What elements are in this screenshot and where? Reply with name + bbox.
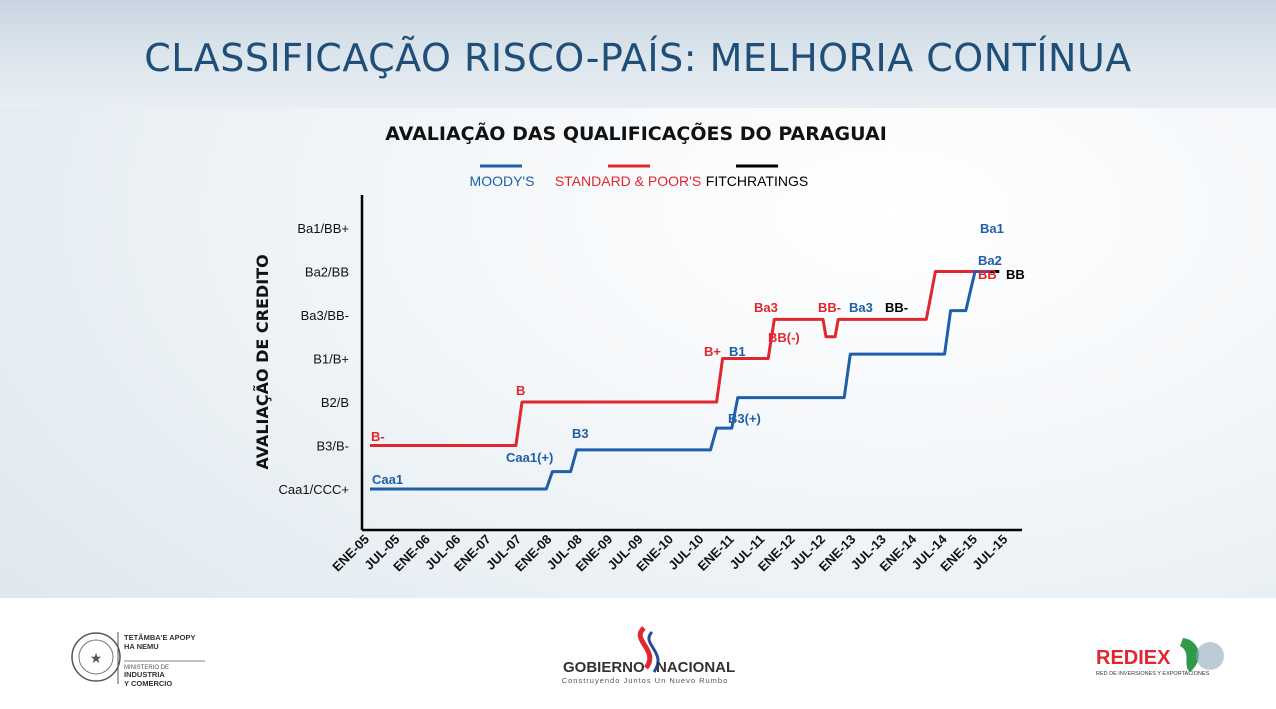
- label-fitch-bb: BB: [1006, 267, 1025, 282]
- label-moodys-caa1-plus: Caa1(+): [506, 450, 553, 465]
- legend: MOODY'S STANDARD & POOR'S FITCHRATINGS: [470, 164, 808, 189]
- y-tick-label: Ba1/BB+: [297, 221, 349, 236]
- left-logo-line-5: Y COMERCIO: [124, 679, 172, 688]
- right-logo-word: REDIEX: [1096, 647, 1171, 669]
- chart-panel: [0, 108, 1276, 598]
- legend-label-sp: STANDARD & POOR'S: [555, 173, 701, 189]
- series-line-sp: [370, 270, 994, 447]
- label-moodys-b3: B3: [572, 426, 589, 441]
- seal-inner-icon: [78, 639, 114, 675]
- left-logo-line-1: TETÃMBA'E APOPY: [124, 633, 196, 642]
- center-logo-word-2: NACIONAL: [656, 659, 735, 676]
- legend-label-fitch: FITCHRATINGS: [706, 173, 808, 189]
- seal-icon: [71, 632, 121, 682]
- flag-swoosh-icon: [637, 626, 653, 670]
- left-logo-line-3: MINISTERIO DE: [124, 665, 169, 671]
- center-logo-tagline: Construyendo Juntos Un Nuevo Rumbo: [562, 676, 729, 685]
- series-line-moodys: [370, 270, 994, 491]
- y-tick-label: B3/B-: [316, 439, 349, 454]
- label-sp-bb: BB: [978, 267, 997, 282]
- label-sp-b-plus: B+: [704, 344, 721, 359]
- center-logo: GOBIERNO NACIONAL Construyendo Juntos Un…: [562, 626, 735, 685]
- y-tick-label: B1/B+: [313, 352, 349, 367]
- label-sp-b: B: [516, 383, 525, 398]
- label-sp-bb-paren: BB(-): [768, 330, 800, 345]
- left-logo-line-4: INDUSTRIA: [124, 670, 165, 679]
- label-moodys-ba1: Ba1: [980, 221, 1004, 236]
- center-logo-word-1: GOBIERNO: [563, 659, 645, 676]
- series-lines: [370, 270, 1000, 491]
- right-logo-tagline: RED DE INVERSIONES Y EXPORTACIONES: [1096, 671, 1210, 677]
- label-sp-bb-minus: BB-: [818, 300, 841, 315]
- label-moodys-b3-plus: B3(+): [728, 411, 761, 426]
- label-fitch-bb-minus: BB-: [885, 300, 908, 315]
- chart-title: AVALIAÇÃO DAS QUALIFICAÇÕES DO PARAGUAI: [385, 121, 887, 145]
- left-logo-line-2: HA NEMU: [124, 642, 159, 651]
- y-axis-title: AVALIAÇÃO DE CREDITO: [253, 254, 272, 469]
- y-tick-label: Caa1/CCC+: [279, 482, 349, 497]
- legend-label-moodys: MOODY'S: [470, 173, 535, 189]
- data-labels: Caa1 Caa1(+) B3 B3(+) B1 Ba3 Ba2 Ba1 B- …: [371, 221, 1025, 487]
- label-moodys-ba2: Ba2: [978, 253, 1002, 268]
- y-tick-labels: Caa1/CCC+ B3/B- B2/B B1/B+ Ba3/BB- Ba2/BB Ba1/…: [279, 221, 349, 497]
- y-tick-label: Ba3/BB-: [301, 308, 349, 323]
- footer: [0, 598, 1276, 709]
- right-logo: REDIEX RED DE INVERSIONES Y EXPORTACIONE…: [1096, 638, 1224, 677]
- y-tick-label: Ba2/BB: [305, 265, 349, 280]
- page-title: CLASSIFICAÇÃO RISCO-PAÍS: MELHORIA CONTÍ…: [144, 36, 1132, 80]
- left-logo: ★ TETÃMBA'E APOPY HA NEMU MINISTERIO DE …: [71, 632, 205, 688]
- rediex-swirl-icon: [1180, 638, 1199, 672]
- rediex-globe-icon: [1196, 642, 1224, 670]
- x-tick-labels: ENE-05JUL-05ENE-06JUL-06ENE-07JUL-07ENE-…: [329, 531, 1010, 574]
- label-sp-b-minus: B-: [371, 429, 385, 444]
- label-moodys-b1: B1: [729, 344, 746, 359]
- label-moodys-caa1: Caa1: [372, 472, 403, 487]
- label-sp-ba3: Ba3: [754, 300, 778, 315]
- flag-swoosh-blue-icon: [647, 630, 660, 673]
- title-band: [0, 0, 1276, 108]
- label-moodys-ba3: Ba3: [849, 300, 873, 315]
- seal-star-icon: ★: [90, 650, 103, 666]
- y-tick-label: B2/B: [321, 395, 349, 410]
